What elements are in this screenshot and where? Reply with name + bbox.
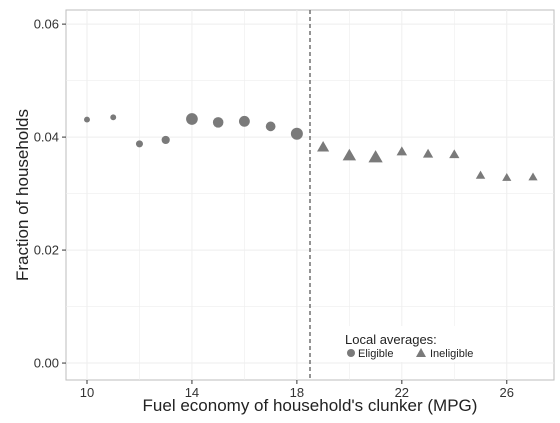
legend-eligible-label: Eligible xyxy=(358,348,393,360)
y-tick-label: 0.02 xyxy=(34,243,59,258)
ineligible-point xyxy=(422,148,434,158)
eligible-point xyxy=(84,116,90,123)
x-tick-label: 18 xyxy=(290,385,304,400)
y-tick-label: 0.00 xyxy=(34,356,59,371)
ineligible-point xyxy=(475,170,486,179)
x-axis-title: Fuel economy of household's clunker (MPG… xyxy=(143,396,478,415)
legend-eligible-marker xyxy=(347,349,355,357)
ineligible-point xyxy=(449,149,460,159)
x-tick-label: 22 xyxy=(395,385,409,400)
legend-box xyxy=(341,326,491,362)
ineligible-point xyxy=(368,150,383,163)
eligible-point xyxy=(238,115,250,127)
eligible-point xyxy=(161,135,170,145)
eligible-point xyxy=(110,114,117,121)
eligible-point xyxy=(265,121,276,132)
ineligible-point xyxy=(317,141,330,152)
axis-ticks: 10 14 18 22 26 0.00 0.02 0.04 0.06 xyxy=(34,17,514,400)
legend: Local averages: Eligible Ineligible xyxy=(341,326,491,362)
eligible-point xyxy=(290,127,303,140)
legend-ineligible-label: Ineligible xyxy=(430,348,473,360)
x-tick-label: 10 xyxy=(80,385,94,400)
legend-title: Local averages: xyxy=(345,332,437,347)
eligible-point xyxy=(212,117,224,128)
y-tick-label: 0.06 xyxy=(34,17,59,32)
data-points xyxy=(84,113,538,181)
ineligible-point xyxy=(528,172,538,181)
ineligible-point xyxy=(396,146,408,156)
y-axis-title: Fraction of households xyxy=(13,109,32,281)
ineligible-point xyxy=(502,173,512,181)
eligible-point xyxy=(186,113,198,125)
y-tick-label: 0.04 xyxy=(34,130,59,145)
eligible-point xyxy=(135,140,143,148)
x-tick-label: 14 xyxy=(185,385,199,400)
legend-ineligible-marker xyxy=(416,348,426,357)
ineligible-point xyxy=(342,148,357,161)
x-tick-label: 26 xyxy=(500,385,514,400)
